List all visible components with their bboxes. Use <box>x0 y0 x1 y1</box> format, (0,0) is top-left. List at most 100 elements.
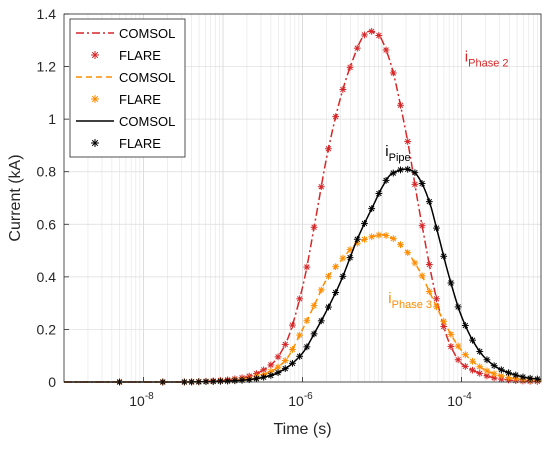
y-tick-label: 0 <box>48 374 56 390</box>
data-point-marker <box>397 166 404 174</box>
data-point-marker <box>339 86 347 93</box>
data-point-marker <box>281 357 289 364</box>
data-point-marker <box>296 331 304 339</box>
data-point-marker <box>447 343 455 350</box>
data-point-marker <box>526 374 534 382</box>
data-point-marker <box>425 288 433 295</box>
legend-label: FLARE <box>119 92 161 107</box>
series-annotation-1: iPhase 2 <box>465 48 509 69</box>
y-tick-label: 1 <box>48 111 56 127</box>
data-point-marker <box>310 223 318 231</box>
data-point-marker <box>389 69 397 77</box>
data-point-marker <box>274 363 282 371</box>
data-point-marker <box>303 317 311 325</box>
data-point-marker <box>332 263 340 271</box>
data-point-marker <box>418 180 426 187</box>
data-point-marker <box>490 362 498 370</box>
data-point-marker <box>368 205 376 213</box>
legend-entry: FLARE <box>91 92 161 107</box>
data-point-marker <box>260 373 268 381</box>
legend-label: FLARE <box>119 136 161 151</box>
data-point-marker <box>519 373 527 381</box>
data-point-marker <box>209 378 217 385</box>
legend-entry: COMSOL <box>76 114 175 129</box>
data-point-marker <box>454 342 462 350</box>
data-point-marker <box>533 375 541 383</box>
legend-label: FLARE <box>119 48 161 63</box>
data-point-marker <box>418 272 426 280</box>
data-point-marker <box>425 198 433 206</box>
data-point-marker <box>461 322 469 329</box>
data-point-marker <box>267 361 275 369</box>
data-point-marker <box>296 295 304 303</box>
data-point-marker <box>404 249 412 257</box>
y-tick-label: 0.4 <box>37 269 57 285</box>
data-point-marker <box>274 369 282 377</box>
data-point-marker <box>476 369 484 377</box>
series-line-2 <box>64 234 542 383</box>
y-tick-label: 1.4 <box>37 6 57 22</box>
data-point-marker <box>512 371 520 379</box>
legend-entry: FLARE <box>91 136 161 151</box>
data-point-marker <box>325 272 332 280</box>
data-point-marker <box>483 356 491 364</box>
data-point-marker <box>389 169 397 177</box>
data-point-marker <box>274 353 282 361</box>
legend-label: COMSOL <box>119 70 175 85</box>
data-point-marker <box>469 357 476 365</box>
x-tick-label: 10-8 <box>129 391 154 409</box>
legend-marker <box>91 139 99 147</box>
data-point-marker <box>447 330 455 338</box>
data-point-marker <box>368 233 376 241</box>
axis-ticks: 0 0.2 0.4 0.6 0.8 1 1.2 1.4 10-8 10-6 10-4 <box>37 6 473 409</box>
data-point-marker <box>404 138 412 145</box>
data-point-marker <box>346 254 354 262</box>
data-point-marker <box>303 343 311 351</box>
legend-entry: COMSOL <box>76 26 175 41</box>
data-point-marker <box>411 180 419 188</box>
data-point-marker <box>339 272 347 280</box>
data-point-marker <box>325 145 332 153</box>
data-point-marker <box>418 222 426 230</box>
data-point-marker <box>454 303 462 311</box>
data-point-marker <box>289 321 296 329</box>
x-axis-label: Time (s) <box>273 421 331 438</box>
data-point-marker <box>296 352 304 360</box>
legend-marker <box>91 95 99 103</box>
data-point-marker <box>433 295 440 303</box>
data-point-marker <box>317 286 325 294</box>
data-point-marker <box>339 254 347 262</box>
annotations: iPhase 2 iPipe iPhase 3 <box>385 48 508 311</box>
data-point-marker <box>505 369 512 377</box>
series-annotation-3: iPhase 3 <box>388 290 432 311</box>
data-point-marker <box>454 356 462 364</box>
data-point-marker <box>476 348 484 355</box>
data-point-marker <box>317 183 325 191</box>
data-point-marker <box>332 113 340 121</box>
data-point-marker <box>505 374 512 381</box>
data-point-marker <box>267 368 275 375</box>
y-tick-label: 1.2 <box>37 59 57 75</box>
data-point-marker <box>332 289 340 296</box>
data-point-marker <box>382 232 390 239</box>
data-point-marker <box>325 303 332 311</box>
data-point-marker <box>224 377 232 385</box>
data-point-marker <box>346 246 354 254</box>
data-point-marker <box>310 330 318 338</box>
data-point-marker <box>267 372 275 379</box>
y-axis-label: Current (kA) <box>7 154 24 241</box>
data-point-marker <box>461 363 469 370</box>
data-point-marker <box>375 32 383 39</box>
legend-label: COMSOL <box>119 26 175 41</box>
legend-entry: FLARE <box>91 48 161 63</box>
data-point-marker <box>483 372 491 380</box>
data-point-marker <box>281 365 289 373</box>
data-point-marker <box>382 46 390 54</box>
data-point-marker <box>289 359 296 367</box>
data-point-marker <box>361 31 368 39</box>
data-point-marker <box>497 372 505 380</box>
data-point-marker <box>411 259 419 267</box>
data-point-marker <box>382 176 390 184</box>
data-point-marker <box>447 279 455 287</box>
